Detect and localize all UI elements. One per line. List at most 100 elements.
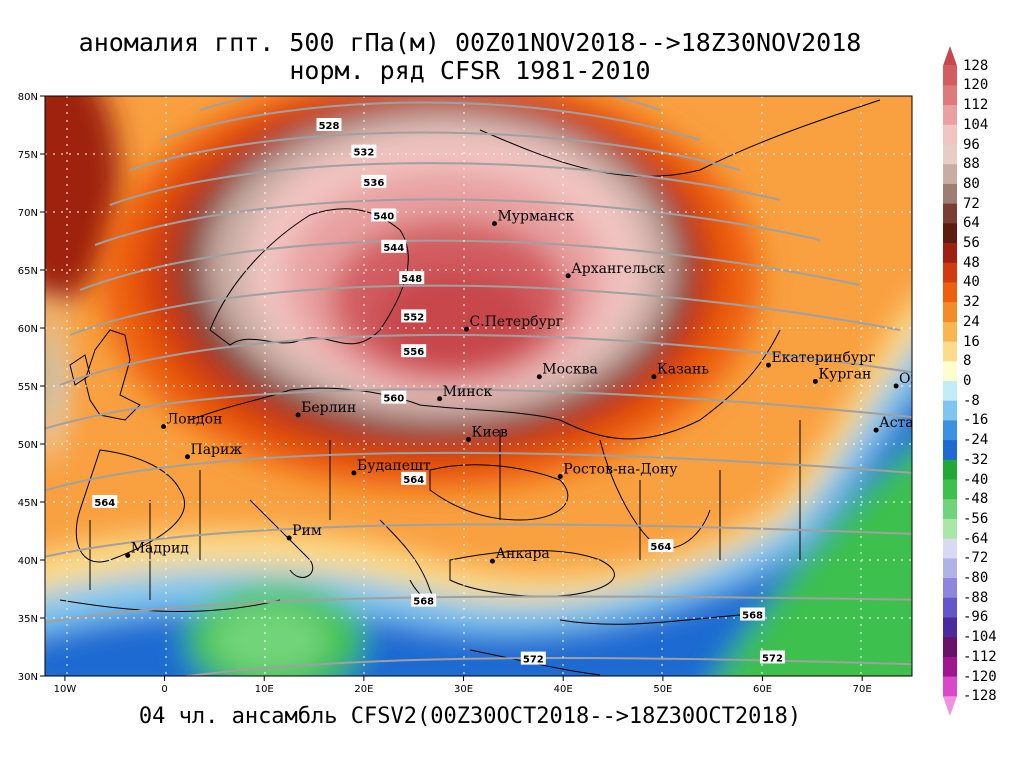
city-marker bbox=[489, 558, 495, 564]
colorbar-swatch bbox=[943, 558, 957, 579]
lon-tick-label: 60E bbox=[753, 684, 772, 695]
city-label: С.Петербург bbox=[470, 314, 564, 330]
city-marker bbox=[565, 273, 571, 279]
colorbar bbox=[943, 46, 957, 716]
height-contours bbox=[45, 96, 912, 676]
colorbar-swatch bbox=[943, 420, 957, 441]
city-marker bbox=[125, 552, 131, 558]
colorbar-swatch bbox=[943, 381, 957, 402]
colorbar-swatch bbox=[943, 518, 957, 540]
colorbar-level-label: -16 bbox=[963, 412, 989, 429]
colorbar-level-label: 40 bbox=[963, 274, 980, 291]
colorbar-swatch bbox=[943, 144, 957, 165]
lat-tick-label: 35N bbox=[18, 614, 38, 625]
contour-label-bg bbox=[399, 271, 425, 285]
colorbar-level-label: 32 bbox=[963, 294, 980, 311]
colorbar-level-label: -24 bbox=[963, 432, 989, 449]
city-marker bbox=[286, 535, 292, 541]
city-marker bbox=[437, 396, 443, 402]
colorbar-swatch bbox=[943, 164, 957, 185]
colorbar-level-label: -72 bbox=[963, 550, 989, 567]
colorbar-level-label: 64 bbox=[963, 215, 980, 232]
city-label: Омск bbox=[899, 371, 938, 387]
colorbar-level-label: 0 bbox=[963, 373, 972, 389]
colorbar-level-label: 56 bbox=[963, 235, 980, 252]
contour-label-bg bbox=[361, 174, 387, 188]
city-marker bbox=[491, 221, 497, 227]
colorbar-swatch bbox=[943, 183, 957, 205]
colorbar-level-label: 72 bbox=[963, 195, 980, 212]
colorbar-swatch bbox=[943, 499, 957, 520]
contour-label-bg bbox=[411, 593, 437, 607]
colorbar-level-label: 128 bbox=[963, 57, 989, 74]
colorbar-swatch bbox=[943, 223, 957, 244]
contour-label-bg bbox=[381, 390, 407, 404]
colorbar-level-label: -104 bbox=[963, 629, 997, 646]
colorbar-level-label: -48 bbox=[963, 491, 989, 508]
city-label: Лондон bbox=[167, 412, 223, 428]
map-footer: 04 чл. ансамбль CFSV2(00Z30OCT2018-->18Z… bbox=[138, 704, 802, 729]
map-title-line1: аномалия гпт. 500 гПа(м) 00Z01NOV2018-->… bbox=[78, 28, 862, 57]
contour-label: 572 bbox=[762, 653, 783, 664]
colorbar-swatch bbox=[943, 656, 957, 678]
colorbar-cap-bottom bbox=[943, 696, 957, 716]
city-marker bbox=[185, 454, 191, 460]
colorbar-swatch bbox=[943, 341, 957, 362]
colorbar-swatch bbox=[943, 321, 957, 343]
colorbar-swatch bbox=[943, 203, 957, 224]
city-marker bbox=[557, 473, 563, 479]
city-label: Ростов-на-Дону bbox=[563, 461, 678, 477]
colorbar-swatch bbox=[943, 637, 957, 658]
contour-label: 536 bbox=[363, 178, 384, 189]
lat-tick-label: 65N bbox=[18, 266, 38, 277]
city-label: Киев bbox=[472, 424, 508, 440]
lat-tick-label: 80N bbox=[18, 92, 38, 103]
contour-label-bg bbox=[520, 651, 546, 665]
city-label: Москва bbox=[542, 362, 598, 378]
city-marker bbox=[295, 412, 301, 418]
city-marker bbox=[812, 378, 818, 384]
city-label: Архангельск bbox=[571, 261, 665, 277]
colorbar-level-label: -8 bbox=[963, 392, 980, 409]
colorbar-level-label: 80 bbox=[963, 175, 980, 192]
city-marker bbox=[893, 383, 899, 389]
contour-label: 564 bbox=[94, 498, 115, 509]
city-label: Мадрид bbox=[131, 540, 190, 556]
anomaly-field: 528 532 536 540 544 548 552 556 560 564 564 564 568 5… bbox=[45, 96, 938, 676]
colorbar-level-label: -128 bbox=[963, 688, 997, 705]
contour-label: 548 bbox=[401, 274, 422, 285]
contour-label-bg bbox=[648, 539, 674, 553]
contour-label: 540 bbox=[373, 211, 394, 222]
colorbar-level-label: 16 bbox=[963, 333, 980, 350]
city-label: Екатеринбург bbox=[771, 350, 875, 366]
lat-tick-label: 50N bbox=[18, 440, 38, 451]
contour-label-bg bbox=[351, 144, 377, 158]
colorbar-level-label: -56 bbox=[963, 510, 989, 527]
city-label: Берлин bbox=[301, 400, 356, 416]
contour-label: 544 bbox=[383, 243, 404, 254]
city-label: Казань bbox=[657, 362, 709, 378]
contour-label-bg bbox=[401, 309, 427, 323]
colorbar-swatch bbox=[943, 400, 957, 421]
contour-label-bg bbox=[92, 495, 118, 508]
lat-tick-label: 70N bbox=[18, 208, 38, 219]
lon-tick-label: 30E bbox=[454, 684, 473, 695]
colorbar-level-label: -96 bbox=[963, 609, 989, 626]
city-marker bbox=[873, 427, 879, 433]
lon-tick-label: 40E bbox=[554, 684, 573, 695]
city-marker bbox=[651, 374, 657, 380]
contour-label: 572 bbox=[523, 655, 544, 666]
colorbar-swatch bbox=[943, 361, 957, 382]
colorbar-level-label: 8 bbox=[963, 353, 972, 370]
colorbar-swatch bbox=[943, 282, 957, 303]
colorbar-level-label: -40 bbox=[963, 471, 989, 488]
lat-tick-label: 60N bbox=[18, 324, 38, 335]
contour-label-bg bbox=[381, 239, 407, 253]
city-label: Будапешт bbox=[357, 458, 431, 474]
contour-label: 556 bbox=[403, 347, 424, 358]
city-label: Париж bbox=[191, 442, 243, 458]
colorbar-level-label: -120 bbox=[963, 668, 997, 685]
colorbar-swatch bbox=[943, 676, 957, 697]
contour-label: 568 bbox=[413, 597, 434, 608]
lon-tick-label: 50E bbox=[653, 684, 672, 695]
